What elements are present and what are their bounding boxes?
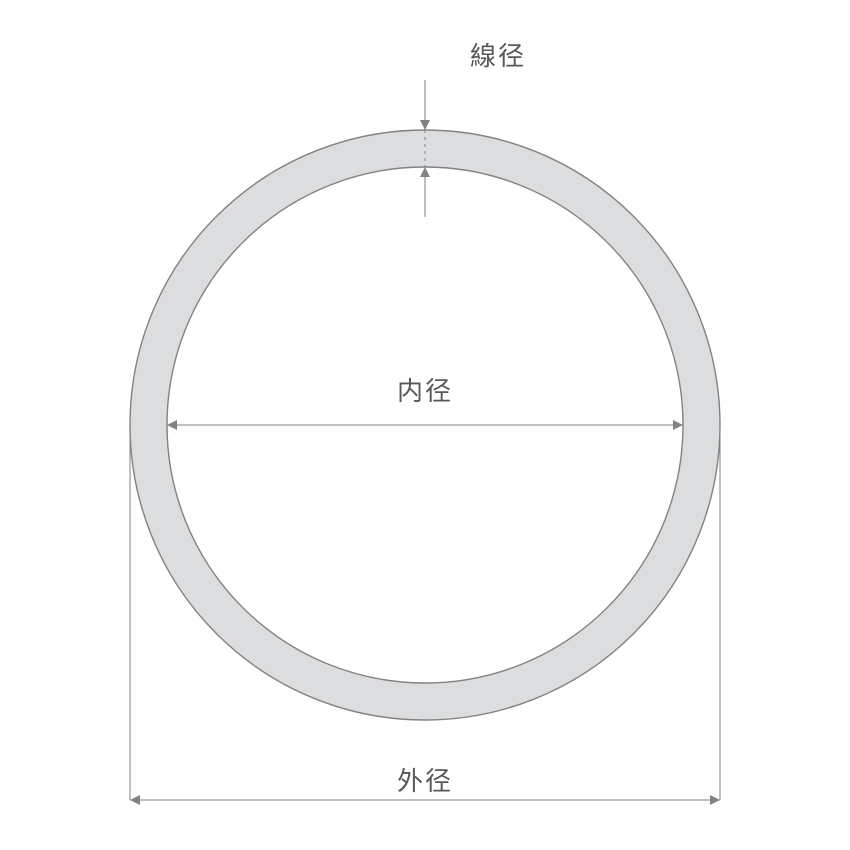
ring-dimension-diagram: 線径 内径 外径	[0, 0, 850, 850]
wire-diameter-label: 線径	[470, 41, 526, 71]
outer-diameter-label: 外径	[397, 766, 453, 796]
inner-diameter-label: 内径	[397, 376, 453, 406]
outer-arrow-left	[130, 795, 140, 805]
outer-arrow-right	[710, 795, 720, 805]
wire-top-arrowhead	[420, 120, 430, 130]
